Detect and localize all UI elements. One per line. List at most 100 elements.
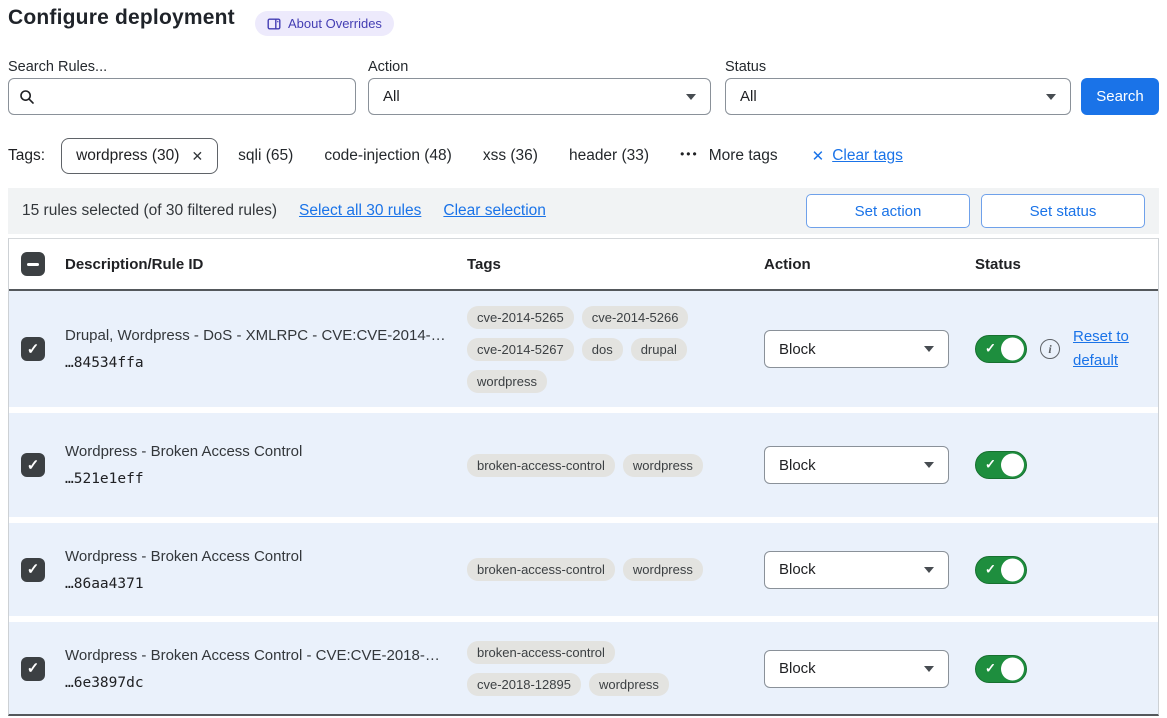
reset-to-default-link[interactable]: Reset to default bbox=[1073, 328, 1129, 369]
status-toggle[interactable]: ✓ bbox=[975, 654, 1027, 683]
rule-tag: wordpress bbox=[588, 673, 669, 696]
clear-tags-label: Clear tags bbox=[832, 147, 903, 164]
check-icon: ✓ bbox=[985, 340, 996, 356]
check-icon: ✓ bbox=[985, 660, 996, 676]
toggle-knob bbox=[1001, 558, 1024, 581]
selected-tag-wordpress[interactable]: wordpress (30) ✕ bbox=[61, 138, 219, 174]
rule-tag: wordpress bbox=[467, 369, 547, 393]
action-value: Block bbox=[779, 660, 816, 677]
search-rules-input[interactable] bbox=[43, 88, 345, 105]
rule-tags: broken-access-control cve-2018-12895 wordp… bbox=[467, 641, 715, 696]
action-select[interactable]: Block bbox=[764, 446, 949, 484]
chevron-down-icon bbox=[924, 346, 934, 352]
tag-option[interactable]: sqli (65) bbox=[238, 147, 294, 164]
clear-selection-link[interactable]: Clear selection bbox=[443, 202, 546, 219]
status-toggle[interactable]: ✓ bbox=[975, 555, 1027, 584]
rule-description: Wordpress - Broken Access Control bbox=[65, 547, 303, 565]
search-icon bbox=[20, 89, 34, 104]
clear-icon: ✕ bbox=[811, 148, 825, 165]
search-rules-label: Search Rules... bbox=[8, 59, 108, 75]
rule-id: …86aa4371 bbox=[65, 575, 144, 592]
toggle-knob bbox=[1001, 657, 1024, 680]
tag-option[interactable]: header (33) bbox=[568, 147, 650, 164]
page-title: Configure deployment bbox=[8, 6, 235, 29]
rules-table: Description/Rule ID Tags Action Status ✓… bbox=[8, 238, 1159, 716]
toggle-knob bbox=[1001, 453, 1024, 477]
rule-tag: cve-2018-12895 bbox=[467, 673, 581, 696]
remove-tag-icon[interactable]: ✕ bbox=[191, 147, 204, 164]
action-value: Block bbox=[779, 456, 816, 474]
indeterminate-icon bbox=[27, 262, 39, 266]
book-icon bbox=[267, 18, 281, 30]
toggle-knob bbox=[1001, 337, 1024, 361]
action-select[interactable]: Block bbox=[764, 330, 949, 368]
tag-option[interactable]: code-injection (48) bbox=[324, 147, 452, 164]
status-filter-value: All bbox=[740, 88, 757, 105]
rule-tag: wordpress bbox=[622, 453, 703, 477]
about-overrides-label: About Overrides bbox=[288, 16, 382, 31]
action-value: Block bbox=[779, 561, 816, 578]
table-row: ✓ Wordpress - Broken Access Control …86a… bbox=[9, 523, 1158, 616]
rule-tag: broken-access-control bbox=[467, 558, 615, 581]
set-action-button[interactable]: Set action bbox=[806, 194, 970, 228]
row-checkbox[interactable]: ✓ bbox=[21, 656, 45, 681]
about-overrides-badge[interactable]: About Overrides bbox=[255, 11, 394, 36]
set-status-button[interactable]: Set status bbox=[981, 194, 1145, 228]
action-select[interactable]: Block bbox=[764, 649, 949, 688]
action-filter-select[interactable]: All bbox=[368, 78, 711, 115]
chevron-down-icon bbox=[1046, 93, 1056, 100]
column-header-tags: Tags bbox=[467, 255, 501, 273]
column-header-action: Action bbox=[764, 255, 811, 273]
tags-bar: Tags: wordpress (30) ✕ sqli (65) code-inj… bbox=[8, 137, 1159, 175]
rule-tag: cve-2014-5267 bbox=[467, 337, 574, 361]
check-icon: ✓ bbox=[26, 561, 40, 578]
check-icon: ✓ bbox=[985, 456, 996, 472]
action-filter-value: All bbox=[383, 88, 400, 105]
tags-label: Tags: bbox=[8, 147, 46, 164]
rule-tag: broken-access-control bbox=[467, 453, 615, 477]
check-icon: ✓ bbox=[26, 456, 40, 474]
selection-bar: 15 rules selected (of 30 filtered rules)… bbox=[8, 188, 1159, 234]
table-row: ✓ Drupal, Wordpress - DoS - XMLRPC - CVE… bbox=[9, 291, 1158, 407]
column-header-status: Status bbox=[975, 255, 1021, 273]
tag-option[interactable]: xss (36) bbox=[482, 147, 538, 164]
action-value: Block bbox=[779, 340, 816, 358]
status-toggle[interactable]: ✓ bbox=[975, 335, 1027, 363]
row-checkbox[interactable]: ✓ bbox=[21, 453, 45, 477]
selected-tag-label: wordpress (30) bbox=[76, 147, 180, 164]
rule-description: Wordpress - Broken Access Control bbox=[65, 443, 303, 460]
rule-tag: wordpress bbox=[622, 558, 703, 581]
rule-tags: cve-2014-5265 cve-2014-5266 cve-2014-5267 d… bbox=[467, 305, 715, 393]
rule-tag: dos bbox=[581, 337, 623, 361]
table-row: ✓ Wordpress - Broken Access Control - CV… bbox=[9, 622, 1158, 714]
status-toggle[interactable]: ✓ bbox=[975, 451, 1027, 479]
table-header-row: Description/Rule ID Tags Action Status bbox=[9, 239, 1158, 291]
status-filter-select[interactable]: All bbox=[725, 78, 1071, 115]
action-select[interactable]: Block bbox=[764, 550, 949, 589]
more-tags-button[interactable]: ••• More tags bbox=[680, 147, 778, 165]
rule-tag: drupal bbox=[630, 337, 687, 361]
check-icon: ✓ bbox=[985, 561, 996, 577]
rule-id: …84534ffa bbox=[65, 355, 144, 371]
row-checkbox[interactable]: ✓ bbox=[21, 557, 45, 582]
check-icon: ✓ bbox=[26, 340, 40, 358]
rule-id: …6e3897dc bbox=[65, 674, 144, 691]
select-all-checkbox[interactable] bbox=[21, 252, 45, 276]
rule-tags: broken-access-control wordpress bbox=[467, 453, 715, 477]
chevron-down-icon bbox=[686, 93, 696, 100]
rule-description: Wordpress - Broken Access Control - CVE:… bbox=[65, 646, 440, 664]
select-all-link[interactable]: Select all 30 rules bbox=[299, 202, 422, 219]
more-tags-label: More tags bbox=[708, 147, 778, 164]
rule-tag: cve-2014-5265 bbox=[467, 305, 574, 329]
check-icon: ✓ bbox=[26, 660, 40, 677]
info-icon[interactable]: i bbox=[1040, 339, 1060, 359]
rule-id: …521e1eff bbox=[65, 471, 144, 487]
clear-tags-link[interactable]: ✕ Clear tags bbox=[812, 147, 903, 165]
chevron-down-icon bbox=[924, 462, 934, 468]
search-button[interactable]: Search bbox=[1081, 78, 1159, 115]
rule-description: Drupal, Wordpress - DoS - XMLRPC - CVE:C… bbox=[65, 327, 446, 344]
selection-summary: 15 rules selected (of 30 filtered rules) bbox=[22, 202, 278, 219]
chevron-down-icon bbox=[924, 566, 934, 573]
row-checkbox[interactable]: ✓ bbox=[21, 337, 45, 361]
